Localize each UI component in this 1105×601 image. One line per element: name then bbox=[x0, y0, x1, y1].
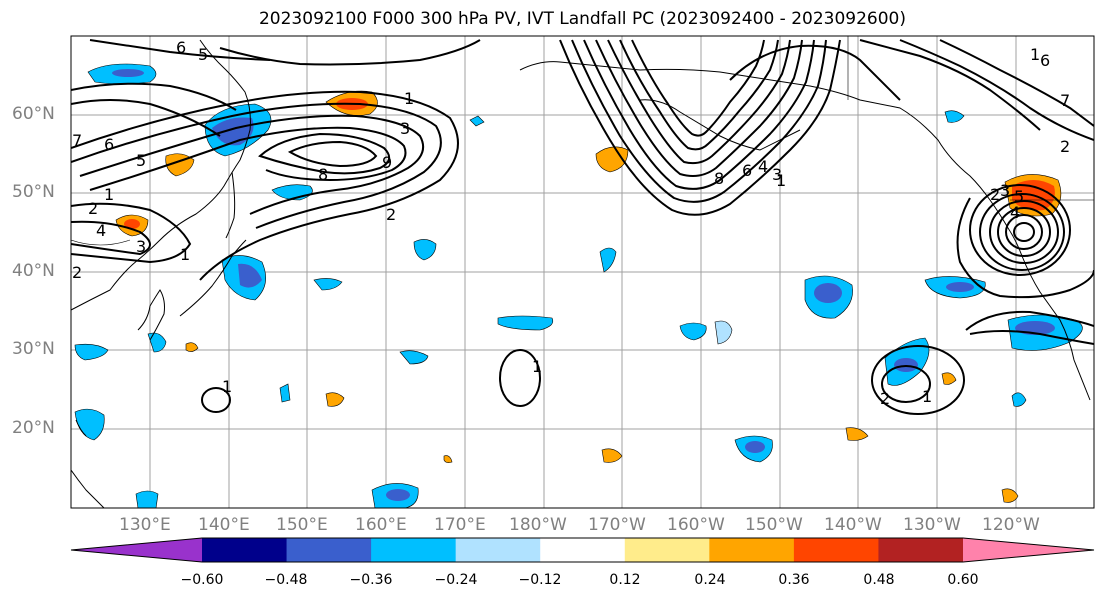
lon-label-170e: 170°E bbox=[434, 515, 486, 535]
colorbar-segment bbox=[878, 538, 964, 562]
lon-label-130e: 130°E bbox=[119, 515, 171, 535]
map-title: 2023092100 F000 300 hPa PV, IVT Landfall… bbox=[258, 9, 906, 29]
colorbar bbox=[70, 537, 1095, 563]
contour-label: 6 bbox=[742, 161, 752, 180]
contour-label: 1 bbox=[532, 357, 542, 376]
colorbar-segment bbox=[455, 538, 541, 562]
contour-label: 2 bbox=[1060, 137, 1070, 156]
contour-label: 2 bbox=[88, 199, 98, 218]
contour-label: 1 bbox=[222, 377, 232, 396]
colorbar-tick: −0.36 bbox=[349, 572, 393, 588]
contour-label: 8 bbox=[714, 169, 724, 188]
map-frame bbox=[70, 35, 1095, 509]
lon-label-120w: 120°W bbox=[982, 515, 1040, 535]
contour-label: 1 bbox=[404, 89, 414, 108]
lat-label-40n: 40°N bbox=[12, 261, 55, 281]
contour-label: 4 bbox=[1010, 203, 1020, 222]
contour-label: 5 bbox=[1014, 187, 1024, 206]
colorbar-segment bbox=[540, 538, 626, 562]
contour-label: 3 bbox=[400, 119, 410, 138]
lon-label-140w: 140°W bbox=[824, 515, 882, 535]
contour-label: 8 bbox=[318, 165, 328, 184]
colorbar-segment bbox=[624, 538, 710, 562]
lon-label-130w: 130°W bbox=[903, 515, 961, 535]
colorbar-segment bbox=[202, 538, 288, 562]
lat-label-20n: 20°N bbox=[12, 418, 55, 438]
contour-label: 2 bbox=[880, 389, 890, 408]
contour-label: 7 bbox=[1060, 91, 1070, 110]
lon-label-170w: 170°W bbox=[588, 515, 646, 535]
contour-label: 5 bbox=[198, 45, 208, 64]
colorbar-segment bbox=[286, 538, 372, 562]
colorbar-extend-low bbox=[71, 538, 202, 562]
contour-label: 6 bbox=[104, 135, 114, 154]
contour-label: 9 bbox=[382, 153, 392, 172]
contour-label: 1 bbox=[1030, 45, 1040, 64]
contour-label: 3 bbox=[1000, 181, 1010, 200]
contour-label: 3 bbox=[136, 237, 146, 256]
colorbar-tick: −0.48 bbox=[264, 572, 308, 588]
lon-label-180w: 180°W bbox=[509, 515, 567, 535]
lon-label-160e: 160°E bbox=[355, 515, 407, 535]
contour-label: 7 bbox=[72, 131, 82, 150]
colorbar-segment bbox=[371, 538, 457, 562]
contour-label: 3 bbox=[772, 165, 782, 184]
ivt-contours bbox=[71, 39, 1094, 415]
contour-label: 1 bbox=[180, 245, 190, 264]
colorbar-tick: 0.24 bbox=[694, 572, 726, 588]
colorbar-tick: −0.60 bbox=[180, 572, 224, 588]
negative-pv-patches bbox=[74, 63, 1083, 508]
contour-label: 4 bbox=[758, 157, 768, 176]
contour-label: 1 bbox=[776, 171, 786, 190]
contour-label: 1 bbox=[922, 387, 932, 406]
contour-label: 2 bbox=[386, 205, 396, 224]
lat-label-60n: 60°N bbox=[12, 104, 55, 124]
contour-label: 6 bbox=[176, 38, 186, 57]
colorbar-tick: −0.24 bbox=[434, 572, 478, 588]
colorbar-tick: 0.48 bbox=[863, 572, 895, 588]
lon-label-150e: 150°E bbox=[276, 515, 328, 535]
contour-label: 6 bbox=[1040, 51, 1050, 70]
colorbar-segment bbox=[709, 538, 795, 562]
colorbar-tick: 0.36 bbox=[778, 572, 810, 588]
lon-label-140e: 140°E bbox=[198, 515, 250, 535]
colorbar-tick: 0.60 bbox=[947, 572, 979, 588]
colorbar-tick: −0.12 bbox=[518, 572, 562, 588]
contour-label: 2 bbox=[990, 185, 1000, 204]
colorbar-tick: 0.12 bbox=[609, 572, 641, 588]
contour-label: 4 bbox=[96, 221, 106, 240]
colorbar-extend-high bbox=[963, 538, 1094, 562]
contour-labels: 6 5 7 6 8 9 1 2 3 4 5 3 1 2 1 2 1 1 2 1 … bbox=[72, 38, 1070, 408]
lat-label-50n: 50°N bbox=[12, 182, 55, 202]
lat-label-30n: 30°N bbox=[12, 339, 55, 359]
colorbar-segment bbox=[793, 538, 879, 562]
contour-label: 1 bbox=[104, 185, 114, 204]
contour-label: 5 bbox=[136, 151, 146, 170]
contour-label: 2 bbox=[72, 263, 82, 282]
lon-label-150w: 150°W bbox=[745, 515, 803, 535]
lon-label-160w: 160°W bbox=[667, 515, 725, 535]
colorbar-outline bbox=[70, 537, 1095, 563]
